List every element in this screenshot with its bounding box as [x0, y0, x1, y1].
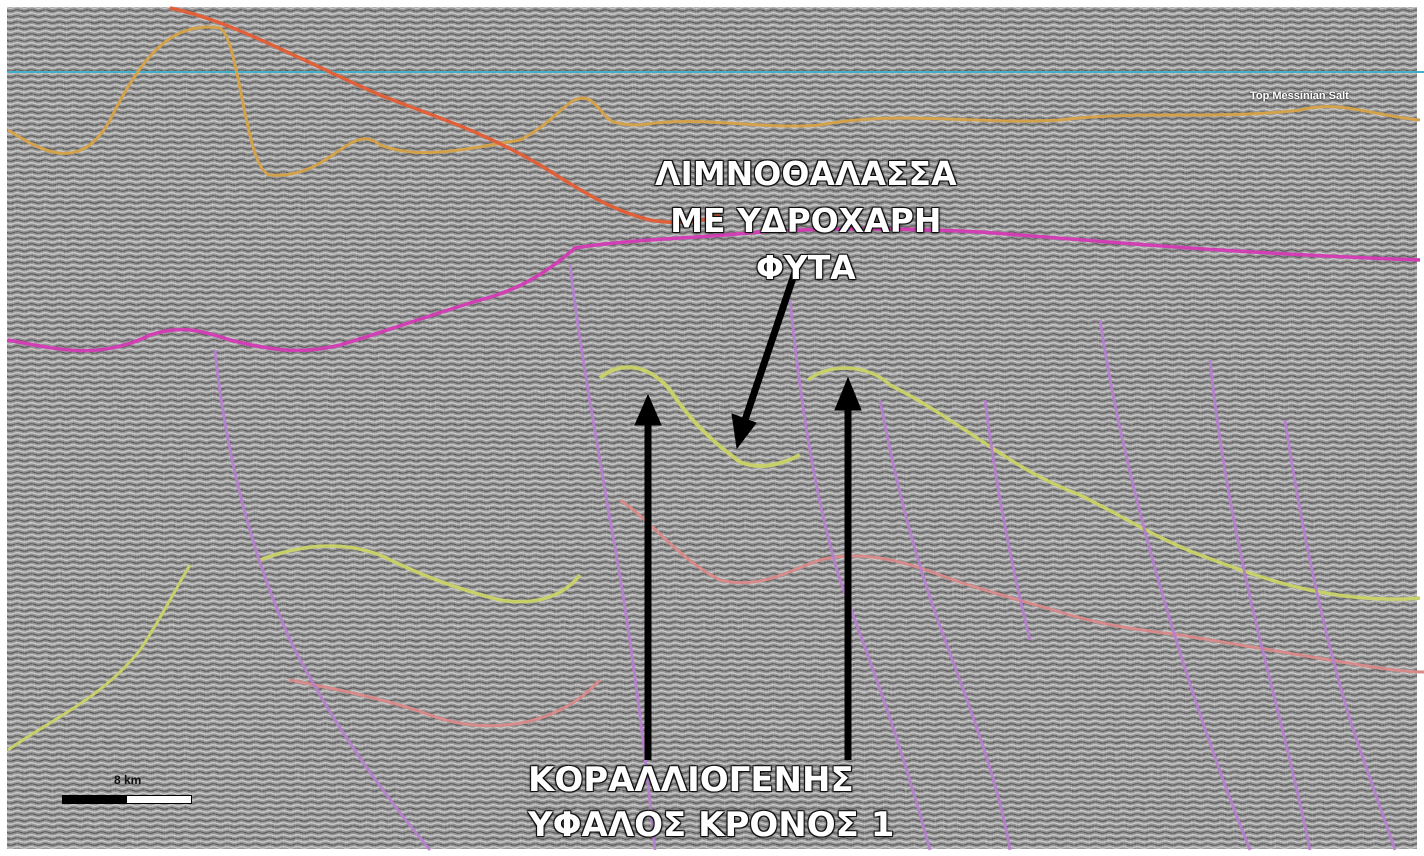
- yellow-horizon-1: [598, 365, 801, 468]
- reef-caption-line2: ΥΦΑΛΟΣ ΚΡΟΝΟΣ 1: [528, 805, 895, 845]
- yellow-horizon-2: [806, 366, 1421, 601]
- red-horizon: [169, 6, 721, 225]
- yellow-horizon-3: [259, 544, 582, 604]
- lagoon-caption-line3: ΦΥΤΑ: [755, 248, 856, 287]
- reef-caption-line1: ΚΟΡΑΛΛΙΟΓΕΝΗΣ: [528, 760, 854, 800]
- scale-bar: [62, 795, 192, 804]
- arrow-down-left-icon: [731, 270, 799, 450]
- arrow-up-icon: [634, 393, 662, 760]
- top-salt-label: Top Messinian Salt: [1250, 90, 1349, 102]
- lagoon-caption-line1: ΛΙΜΝΟΘΑΛΑΣΣΑ: [655, 154, 957, 193]
- scale-bar-black-half: [63, 796, 127, 803]
- scale-label: 8 km: [114, 773, 142, 787]
- fault-lines: [213, 264, 1397, 851]
- reef-caption: ΚΟΡΑΛΛΙΟΓΕΝΗΣ ΥΦΑΛΟΣ ΚΡΟΝΟΣ 1: [528, 758, 894, 848]
- arrow-up-icon: [834, 376, 862, 760]
- magenta-horizon: [7, 227, 1421, 353]
- yellow-horizon-4: [7, 564, 192, 752]
- pink-horizon-2: [619, 498, 1424, 674]
- upper-horizon: [7, 25, 1421, 177]
- pink-horizon: [289, 678, 602, 728]
- lagoon-caption-line2: ΜΕ ΥΔΡΟΧΑΡΗ: [670, 201, 942, 240]
- lagoon-caption: ΛΙΜΝΟΘΑΛΑΣΣΑ ΜΕ ΥΔΡΟΧΑΡΗ ΦΥΤΑ: [655, 150, 957, 291]
